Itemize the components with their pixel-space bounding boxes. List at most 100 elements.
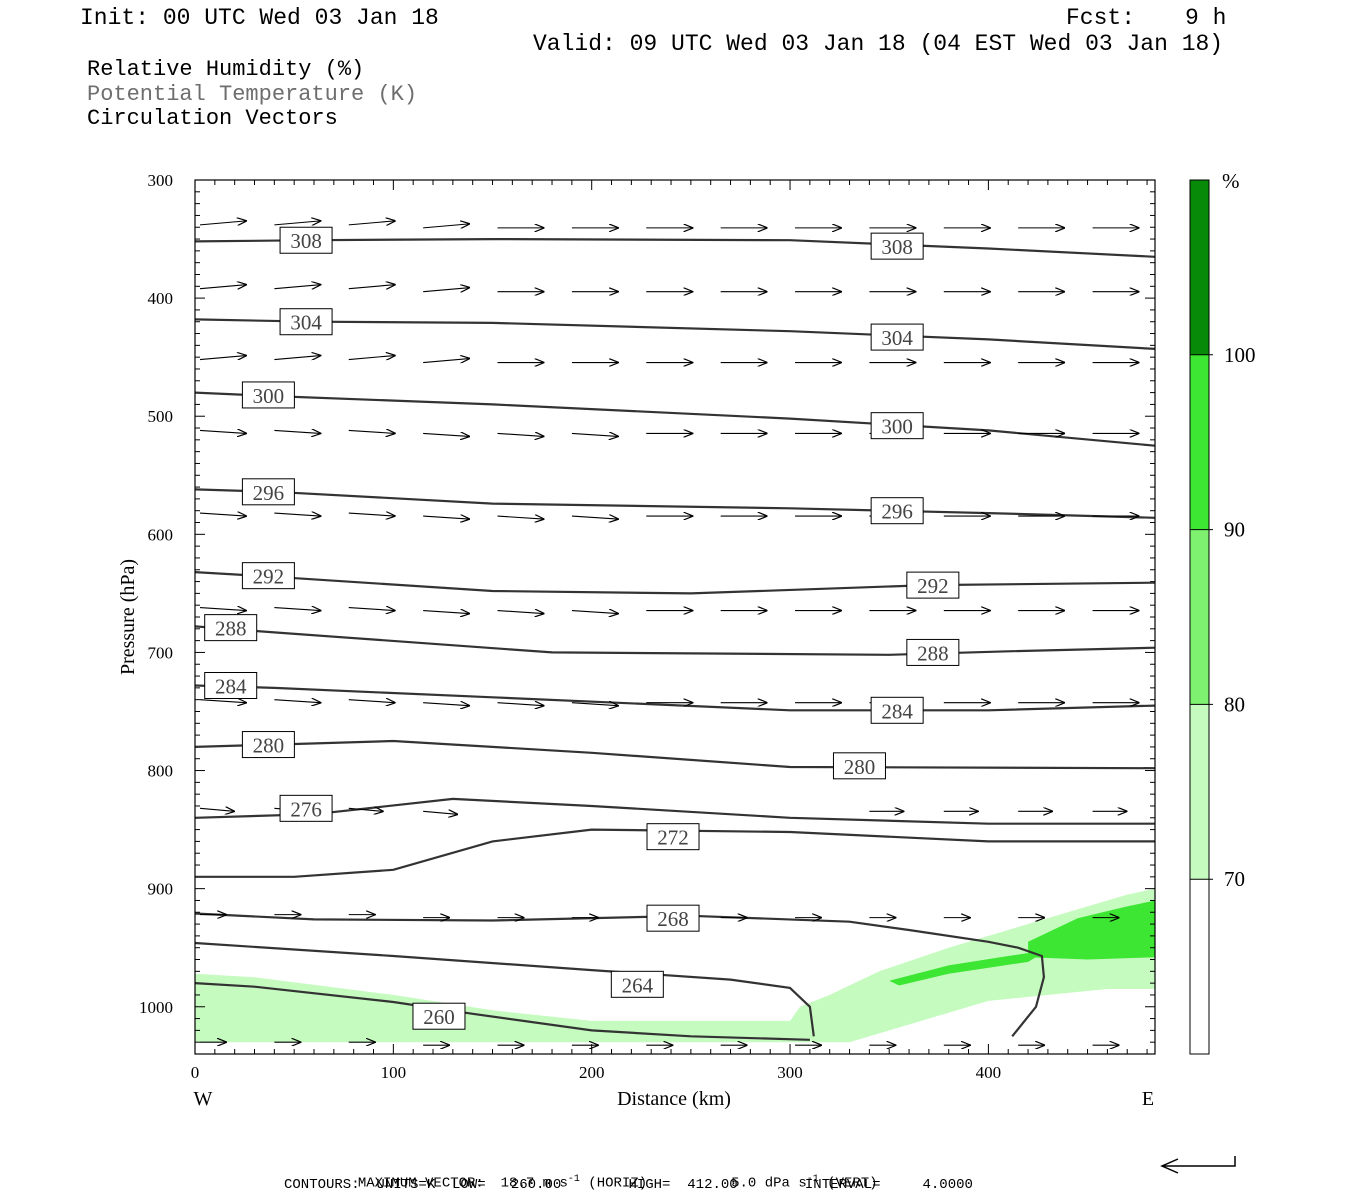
y-tick-label: 900 bbox=[148, 880, 174, 899]
contour-label-292: 292 bbox=[253, 565, 285, 589]
contour-label-276: 276 bbox=[290, 797, 322, 821]
theta-contour-labels: 308 308 304 304 300 300 296 296 292 292 288 288 284 2… bbox=[204, 226, 960, 1030]
wind-vector bbox=[199, 285, 246, 289]
contour-label-box bbox=[610, 970, 664, 998]
horiz-tag: (HORIZ) bbox=[588, 1175, 648, 1192]
wind-vector bbox=[423, 433, 469, 436]
contour-label-box bbox=[870, 696, 924, 724]
contour-label-box bbox=[279, 308, 333, 336]
y-tick-label: 500 bbox=[148, 407, 174, 426]
contour-label-268: 268 bbox=[657, 907, 689, 931]
rh-90-strip bbox=[889, 950, 1048, 986]
contour-label-box bbox=[241, 731, 295, 759]
axis-tick-labels: 300 400 500 600 700 800 900 1000 0 100 200 300 400 bbox=[139, 171, 1001, 1082]
contour-label-308: 308 bbox=[881, 235, 913, 259]
wind-vector bbox=[497, 703, 544, 706]
contour-label-304: 304 bbox=[881, 326, 913, 350]
contour-label-box bbox=[241, 562, 295, 590]
wind-vector bbox=[423, 359, 469, 363]
wind-vector bbox=[423, 811, 457, 814]
contour-label-280: 280 bbox=[844, 755, 876, 779]
contour-label-288: 288 bbox=[917, 641, 949, 665]
contour-label-box bbox=[204, 614, 258, 642]
theta-contour-308 bbox=[194, 237, 1156, 258]
colorbar-segment bbox=[1190, 879, 1209, 1054]
contour-label-box bbox=[832, 752, 886, 780]
theta-contour-300 bbox=[194, 391, 1156, 447]
x-axis-west-label: W bbox=[194, 1088, 213, 1110]
y-tick-label: 1000 bbox=[139, 998, 173, 1017]
contour-label-296: 296 bbox=[253, 481, 285, 505]
vert-value: 5.0 dPa s bbox=[731, 1175, 807, 1192]
wind-vector bbox=[348, 285, 395, 289]
max-vector-info: MAXIMUM VECTOR: 18.7 m s-1 (HORIZ) 5.0 d… bbox=[341, 1158, 878, 1192]
wind-vector bbox=[348, 221, 395, 225]
wind-vector bbox=[199, 221, 246, 225]
theta-contour-280 bbox=[194, 739, 1156, 770]
y-tick-label: 800 bbox=[148, 762, 174, 781]
y-tick-label: 600 bbox=[148, 525, 174, 544]
theta-contour-264 bbox=[194, 941, 815, 1037]
horiz-value: 18.7 m s bbox=[500, 1175, 568, 1192]
theta-contour-284 bbox=[194, 684, 1156, 712]
wind-vector bbox=[348, 356, 395, 360]
colorbar-label: 100 bbox=[1224, 343, 1256, 367]
contour-label-box bbox=[204, 672, 258, 700]
init-time: Init: 00 UTC Wed 03 Jan 18 bbox=[80, 5, 439, 31]
x-axis-east-label: E bbox=[1142, 1088, 1154, 1110]
contour-label-296: 296 bbox=[881, 500, 913, 524]
contour-label-box bbox=[412, 1002, 466, 1030]
theta-contour-296 bbox=[194, 488, 1156, 519]
wind-vector bbox=[199, 356, 246, 360]
valid-time: Valid: 09 UTC Wed 03 Jan 18 (04 EST Wed … bbox=[533, 31, 1224, 57]
contour-label-280: 280 bbox=[253, 734, 285, 758]
wind-vector bbox=[571, 611, 618, 614]
contour-label-box bbox=[646, 904, 700, 932]
reference-vector bbox=[1160, 1156, 1236, 1174]
wind-vector bbox=[423, 288, 469, 292]
wind-vector bbox=[199, 430, 246, 433]
wind-vector bbox=[423, 611, 469, 614]
contour-label-box bbox=[906, 638, 960, 666]
colorbar-frame bbox=[1189, 179, 1210, 1055]
contour-label-box bbox=[906, 571, 960, 599]
circulation-vectors bbox=[199, 221, 1139, 1045]
contour-label-284: 284 bbox=[881, 699, 913, 723]
colorbar-label: 90 bbox=[1224, 518, 1245, 542]
wind-vector bbox=[199, 808, 234, 811]
colorbar-label: 70 bbox=[1224, 867, 1245, 891]
theta-contour-268 bbox=[194, 912, 1046, 1037]
contour-label-264: 264 bbox=[622, 973, 654, 997]
wind-vector bbox=[348, 608, 395, 611]
x-axis-title: Distance (km) bbox=[617, 1088, 731, 1110]
contour-label-304: 304 bbox=[290, 311, 322, 335]
contour-label-box bbox=[870, 323, 924, 351]
theta-contour-276 bbox=[194, 797, 1155, 825]
vert-unit-exponent: -1 bbox=[806, 1174, 819, 1185]
theta-contour-272 bbox=[195, 828, 1155, 878]
contour-label-box bbox=[870, 412, 924, 440]
wind-vector bbox=[274, 356, 320, 360]
colorbar-segment bbox=[1190, 704, 1209, 880]
contour-label-box bbox=[870, 497, 924, 525]
wind-vector bbox=[199, 608, 246, 611]
humidity-colorbar: 70 80 90 100% bbox=[1189, 169, 1256, 1055]
y-tick-label: 300 bbox=[148, 171, 174, 190]
wind-vector bbox=[348, 700, 395, 703]
contour-label-260: 260 bbox=[423, 1005, 455, 1029]
colorbar-segment bbox=[1190, 354, 1209, 530]
contour-label-300: 300 bbox=[253, 384, 285, 408]
wind-vector bbox=[423, 224, 469, 228]
contour-label-box bbox=[241, 381, 295, 409]
contour-label-box bbox=[870, 232, 924, 260]
contour-label-box bbox=[646, 823, 700, 851]
x-tick-label: 400 bbox=[976, 1063, 1002, 1082]
wind-vector bbox=[423, 703, 469, 706]
contour-label-box bbox=[279, 226, 333, 254]
wind-vector bbox=[571, 516, 618, 519]
legend-potential-temperature: Potential Temperature (K) bbox=[87, 82, 418, 107]
theta-contour-260 bbox=[194, 982, 810, 1041]
wind-vector bbox=[571, 433, 618, 436]
y-axis-title: Pressure (hPa) bbox=[117, 559, 139, 675]
